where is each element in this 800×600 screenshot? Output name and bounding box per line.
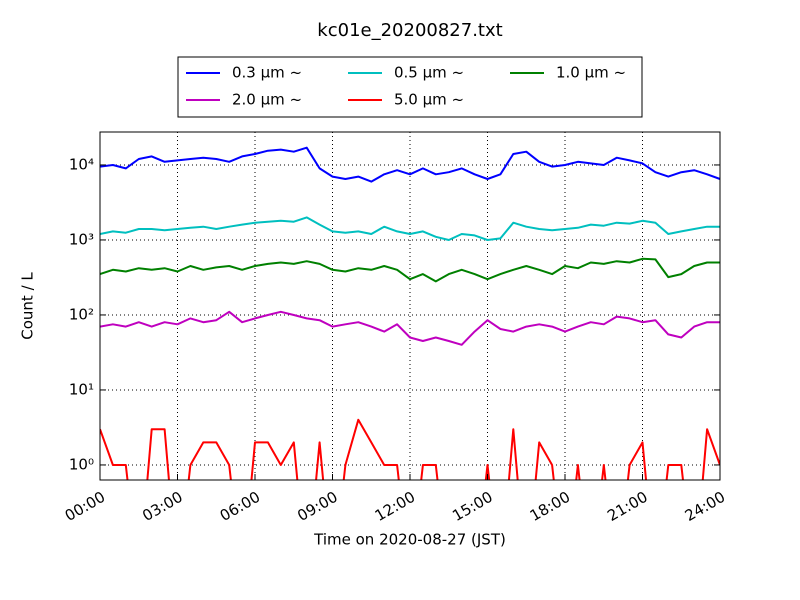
y-tick-label: 10² — [69, 305, 94, 323]
y-axis-label: Count / L — [19, 272, 37, 340]
y-tick-label: 10⁰ — [69, 455, 94, 473]
legend-box — [177, 56, 643, 118]
y-tick-label: 10¹ — [69, 380, 94, 398]
legend-label: 2.0 μm ~ — [232, 91, 302, 109]
plot-lines — [100, 146, 720, 480]
chart-title: kc01e_20200827.txt — [317, 20, 502, 41]
legend: 0.3 μm ~ 0.5 μm ~ 1.0 μm ~ 2.0 μm ~ 5.0 μm ~ — [186, 64, 626, 109]
series-line — [100, 418, 720, 480]
series-line — [100, 310, 720, 346]
legend-label: 1.0 μm ~ — [556, 64, 626, 82]
x-axis-label: Time on 2020-08-27 (JST) — [313, 531, 506, 549]
y-tick-label: 10³ — [69, 230, 94, 248]
legend-label: 0.3 μm ~ — [232, 64, 302, 82]
series-line — [100, 146, 720, 183]
y-tick-label: 10⁴ — [69, 155, 94, 173]
legend-label: 5.0 μm ~ — [394, 91, 464, 109]
legend-label: 0.5 μm ~ — [394, 64, 464, 82]
series-line — [100, 216, 720, 241]
series-line — [100, 257, 720, 283]
grid — [99, 132, 721, 480]
